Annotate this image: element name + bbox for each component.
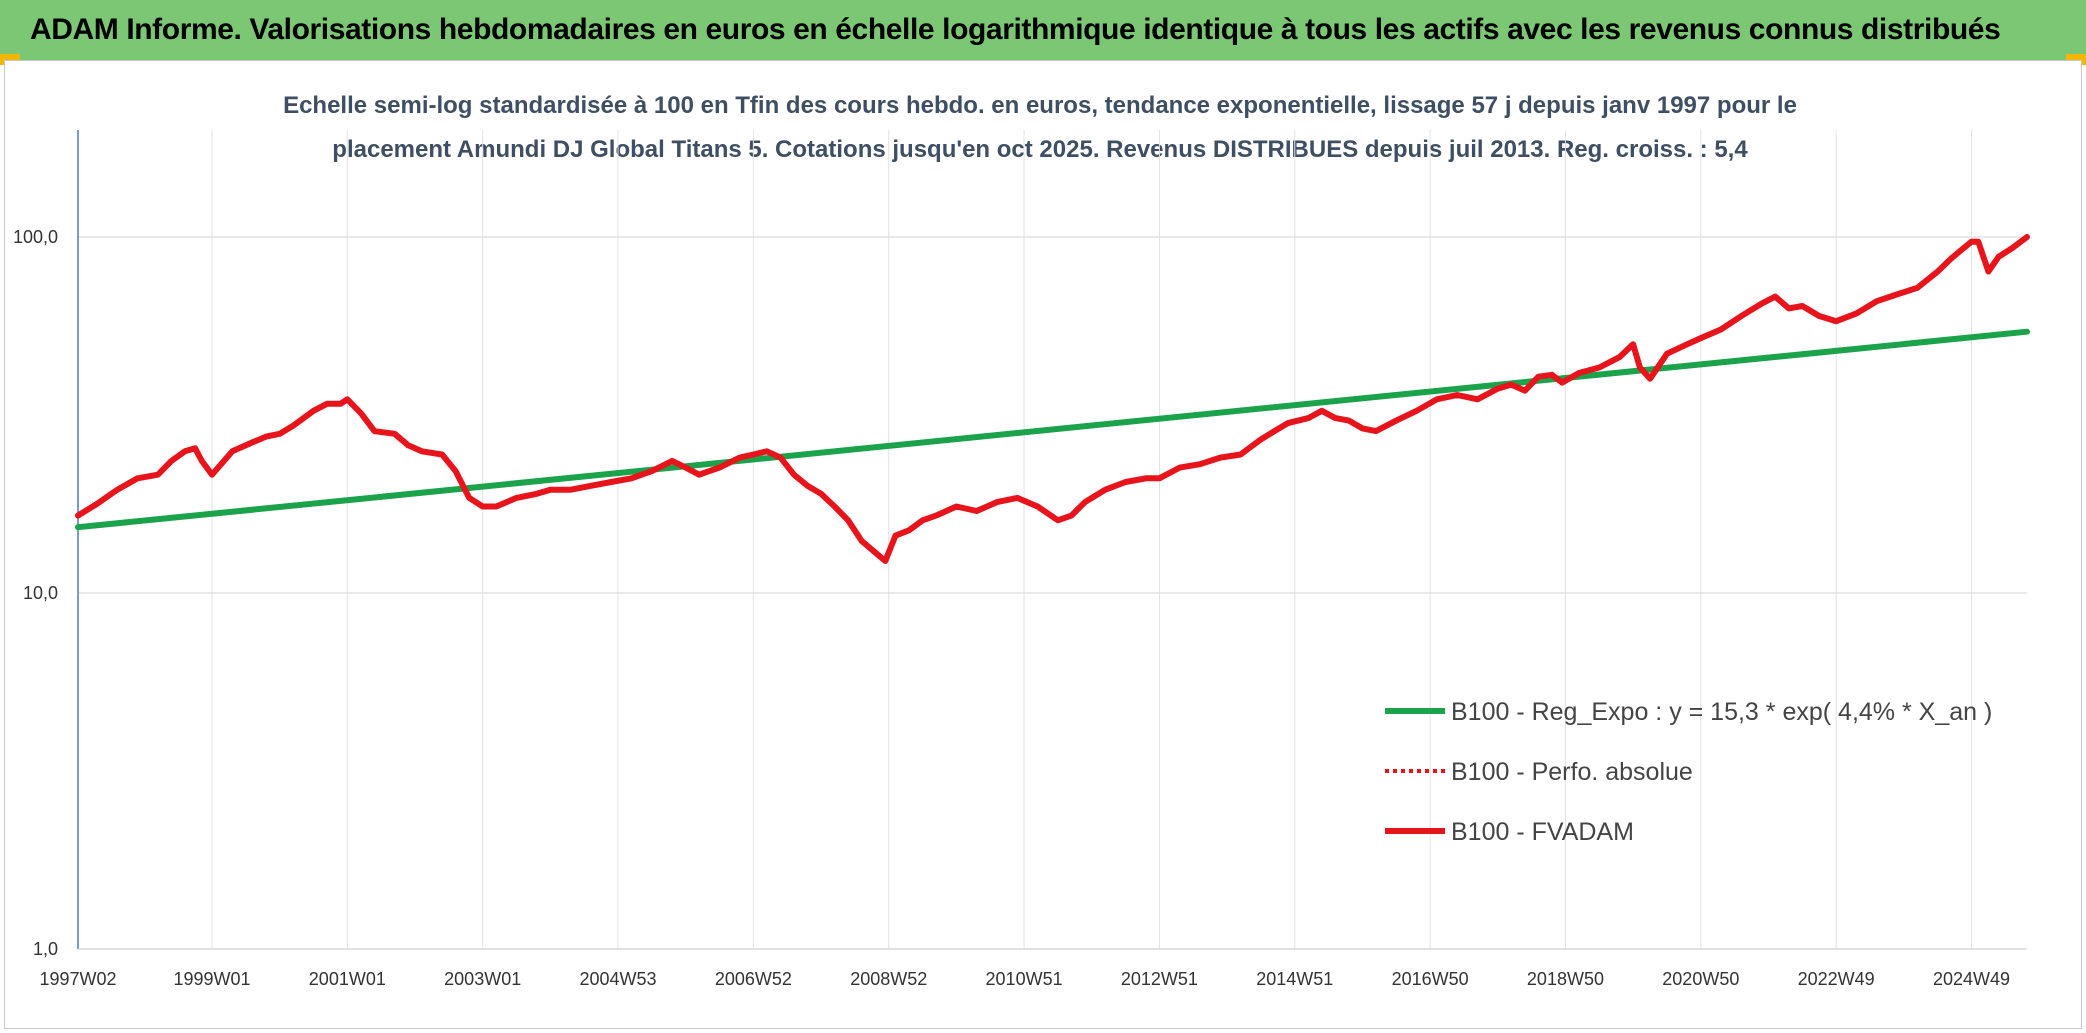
report-header: ADAM Informe. Valorisations hebdomadaire… <box>0 0 2086 60</box>
y-tick-label: 1,0 <box>33 939 58 959</box>
x-tick-label: 2003W01 <box>444 969 521 989</box>
x-tick-label: 2020W50 <box>1662 969 1739 989</box>
x-tick-label: 2024W49 <box>1933 969 2010 989</box>
plot-area <box>75 234 2030 564</box>
report-title: ADAM Informe. Valorisations hebdomadaire… <box>30 13 2001 46</box>
axes: 1,0 10,0 100,0 1997W02 1999W01 2001W01 2003W01… <box>13 130 2027 989</box>
x-tick-label: 1997W02 <box>39 969 116 989</box>
x-tick-label: 2016W50 <box>1392 969 1469 989</box>
grid <box>77 130 2027 950</box>
series-line-0 <box>75 328 2030 531</box>
corner-marker-left <box>0 54 20 65</box>
chart-frame <box>4 60 2082 1029</box>
series-line-2 <box>75 234 2030 564</box>
chart-title: Echelle semi-log standardisée à 100 en T… <box>160 84 1920 172</box>
x-tick-label: 2022W49 <box>1798 969 1875 989</box>
x-tick-label: 1999W01 <box>173 969 250 989</box>
legend-label-0: B100 - Reg_Expo : y = 15,3 * exp( 4,4% *… <box>1451 698 1992 726</box>
x-tick-label: 2008W52 <box>850 969 927 989</box>
x-tick-label: 2006W52 <box>715 969 792 989</box>
legend-label-2: B100 - FVADAM <box>1451 818 1634 846</box>
x-tick-label: 2001W01 <box>309 969 386 989</box>
x-tick-label: 2014W51 <box>1256 969 1333 989</box>
chart-title-line-2: placement Amundi DJ Global Titans 5. Cot… <box>332 136 1748 163</box>
corner-marker-right <box>2066 54 2086 65</box>
x-tick-label: 2012W51 <box>1121 969 1198 989</box>
legend-label-1: B100 - Perfo. absolue <box>1451 758 1693 786</box>
chart-title-line-1: Echelle semi-log standardisée à 100 en T… <box>283 92 1797 119</box>
y-tick-label: 100,0 <box>13 227 58 247</box>
x-tick-label: 2004W53 <box>580 969 657 989</box>
x-tick-label: 2018W50 <box>1527 969 1604 989</box>
legend: B100 - Reg_Expo : y = 15,3 * exp( 4,4% *… <box>1385 698 1992 846</box>
x-tick-label: 2010W51 <box>986 969 1063 989</box>
y-tick-label: 10,0 <box>23 583 58 603</box>
